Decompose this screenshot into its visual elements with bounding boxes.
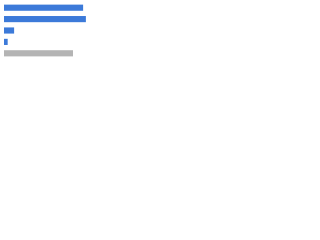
chart — [4, 4, 86, 57]
bar — [4, 50, 73, 57]
page: {"chart_data": {"type": "bar", "orientat… — [0, 0, 320, 71]
bar — [4, 16, 86, 23]
bar — [4, 38, 8, 45]
bar — [4, 27, 15, 34]
bar — [4, 4, 84, 11]
